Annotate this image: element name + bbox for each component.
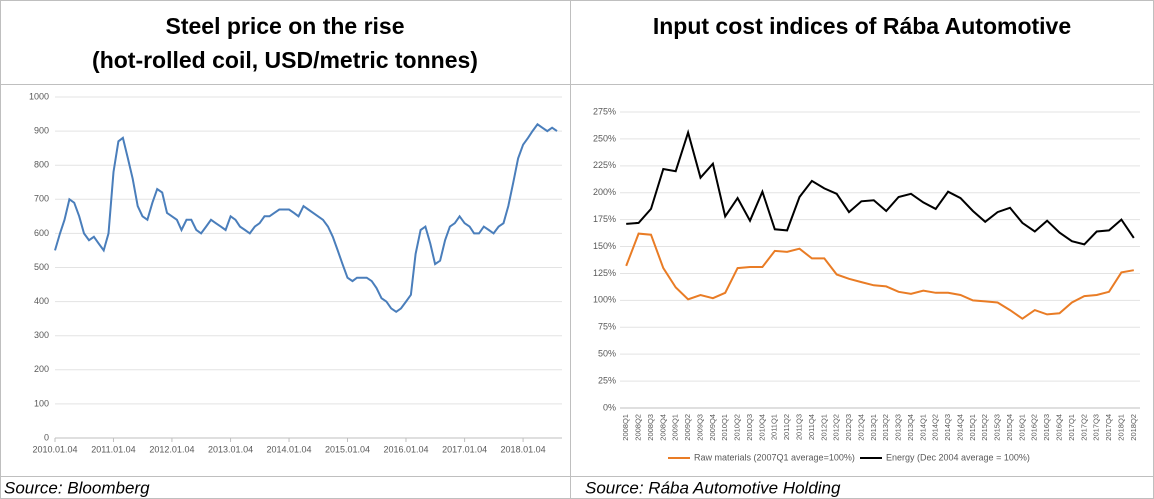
cell — [0, 84, 571, 477]
x-tick-label: 2015Q3 — [993, 414, 1002, 441]
x-tick-label: 2014Q4 — [955, 414, 964, 441]
x-tick-label: 2008Q4 — [658, 414, 667, 441]
x-tick-label: 2010Q3 — [745, 414, 754, 441]
y-tick-label: 275% — [593, 106, 616, 116]
x-tick-label: 2017Q3 — [1092, 414, 1101, 441]
x-tick-label: 2016Q3 — [1042, 414, 1051, 441]
line-series — [625, 232, 1134, 320]
x-tick-label: 2016Q4 — [1055, 414, 1064, 441]
y-tick-label: 0 — [44, 432, 49, 442]
x-tick-label: 2011Q3 — [795, 414, 804, 440]
x-tick-label: 2010Q1 — [720, 414, 729, 441]
x-tick-label: 2015Q4 — [1005, 414, 1014, 441]
y-tick-label: 25% — [598, 375, 616, 385]
x-tick-label: 2011Q4 — [807, 414, 816, 440]
y-tick-label: 0% — [603, 402, 616, 412]
x-tick-label: 2014Q2 — [931, 414, 940, 441]
y-tick-label: 225% — [593, 160, 616, 170]
x-tick-label: 2018Q2 — [1129, 414, 1138, 441]
x-tick-label: 2009Q1 — [671, 414, 680, 441]
x-tick-label: 2013Q3 — [894, 414, 903, 441]
chart-title: Steel price on the rise — [165, 13, 404, 39]
y-tick-label: 100% — [593, 295, 616, 305]
x-tick-label: 2015Q2 — [980, 414, 989, 441]
y-tick-label: 300 — [34, 330, 49, 340]
legend-label: Raw materials (2007Q1 average=100%) — [694, 452, 855, 462]
y-tick-label: 900 — [34, 125, 49, 135]
chart-subtitle: (hot-rolled coil, USD/metric tonnes) — [92, 47, 478, 73]
x-tick-label: 2017Q4 — [1104, 414, 1113, 441]
y-tick-label: 50% — [598, 349, 616, 359]
y-tick-label: 75% — [598, 322, 616, 332]
y-tick-label: 500 — [34, 262, 49, 272]
x-tick-label: 2016Q1 — [1017, 414, 1026, 441]
x-tick-label: 2009Q4 — [708, 414, 717, 441]
x-tick-label: 2014Q3 — [943, 414, 952, 441]
x-tick-label: 2008Q3 — [646, 414, 655, 441]
x-tick-label: 2018Q1 — [1116, 414, 1125, 441]
x-tick-label: 2011Q2 — [782, 414, 791, 440]
x-tick-label: 2011.01.04 — [91, 444, 135, 454]
x-tick-label: 2017Q1 — [1067, 414, 1076, 441]
x-tick-label: 2016Q2 — [1030, 414, 1039, 441]
y-tick-label: 800 — [34, 160, 49, 170]
x-tick-label: 2012Q4 — [856, 414, 865, 441]
x-tick-label: 2017Q2 — [1079, 414, 1088, 441]
x-tick-label: 2013Q2 — [881, 414, 890, 441]
x-tick-label: 2012.01.04 — [149, 444, 194, 454]
x-tick-label: 2015Q1 — [968, 414, 977, 441]
x-tick-label: 2010.01.04 — [32, 444, 77, 454]
x-tick-label: 2016.01.04 — [383, 444, 428, 454]
header-row — [0, 0, 1154, 85]
line-series — [54, 122, 558, 314]
y-tick-label: 175% — [593, 214, 616, 224]
y-tick-label: 200 — [34, 364, 49, 374]
y-tick-label: 1000 — [29, 91, 49, 101]
x-tick-label: 2010Q2 — [733, 414, 742, 441]
y-tick-label: 150% — [593, 241, 616, 251]
y-tick-label: 700 — [34, 194, 49, 204]
y-tick-label: 250% — [593, 133, 616, 143]
x-tick-label: 2012Q2 — [832, 414, 841, 441]
x-tick-label: 2009Q3 — [695, 414, 704, 441]
source: Source: Bloomberg — [4, 478, 150, 497]
x-tick-label: 2008Q1 — [621, 414, 630, 441]
x-tick-label: 2013Q1 — [869, 414, 878, 441]
x-tick-label: 2010Q4 — [757, 414, 766, 441]
x-tick-label: 2008Q2 — [634, 414, 643, 441]
chart-title: Input cost indices of Rába Automotive — [653, 13, 1071, 39]
x-tick-label: 2011Q1 — [770, 414, 779, 440]
x-tick-label: 2012Q3 — [844, 414, 853, 441]
x-tick-label: 2012Q1 — [819, 414, 828, 441]
y-tick-label: 400 — [34, 296, 49, 306]
source: Source: Rába Automotive Holding — [585, 478, 841, 497]
x-tick-label: 2014Q1 — [918, 414, 927, 441]
line-series — [626, 128, 1135, 246]
x-tick-label: 2014.01.04 — [267, 444, 312, 454]
x-tick-label: 2018.01.04 — [501, 444, 546, 454]
y-tick-label: 600 — [34, 228, 49, 238]
x-tick-label: 2017.01.04 — [442, 444, 487, 454]
x-tick-label: 2015.01.04 — [325, 444, 370, 454]
y-tick-label: 125% — [593, 268, 616, 278]
x-tick-label: 2009Q2 — [683, 414, 692, 441]
y-tick-label: 200% — [593, 187, 616, 197]
x-tick-label: 2013.01.04 — [208, 444, 253, 454]
legend-label: Energy (Dec 2004 average = 100%) — [886, 452, 1030, 462]
y-tick-label: 100 — [34, 398, 49, 408]
x-tick-label: 2013Q4 — [906, 414, 915, 441]
